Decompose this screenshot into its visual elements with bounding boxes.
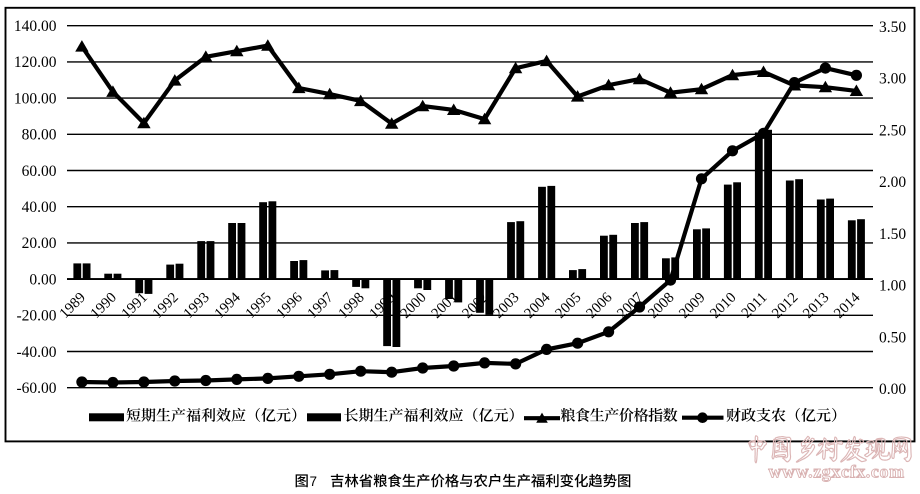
svg-text:1.00: 1.00 [879, 278, 906, 295]
svg-text:140.00: 140.00 [14, 18, 57, 35]
svg-text:20.00: 20.00 [22, 235, 57, 252]
svg-text:0.50: 0.50 [879, 329, 906, 346]
svg-text:3.00: 3.00 [879, 71, 906, 88]
svg-text:2.50: 2.50 [879, 122, 906, 139]
svg-text:7: 7 [310, 474, 318, 489]
svg-text:80.00: 80.00 [22, 127, 57, 144]
svg-text:40.00: 40.00 [22, 199, 57, 216]
svg-text:100.00: 100.00 [14, 90, 57, 107]
svg-text:0.00: 0.00 [29, 271, 56, 288]
svg-text:3.50: 3.50 [879, 19, 906, 36]
svg-text:-20.00: -20.00 [16, 308, 56, 325]
svg-text:0.00: 0.00 [879, 381, 906, 398]
svg-text:www.zgxcfx.com: www.zgxcfx.com [768, 462, 904, 482]
svg-text:1.50: 1.50 [879, 226, 906, 243]
svg-text:-60.00: -60.00 [16, 380, 56, 397]
svg-text:120.00: 120.00 [14, 54, 57, 71]
svg-text:2.00: 2.00 [879, 174, 906, 191]
svg-text:-40.00: -40.00 [16, 344, 56, 361]
svg-text:60.00: 60.00 [22, 163, 57, 180]
